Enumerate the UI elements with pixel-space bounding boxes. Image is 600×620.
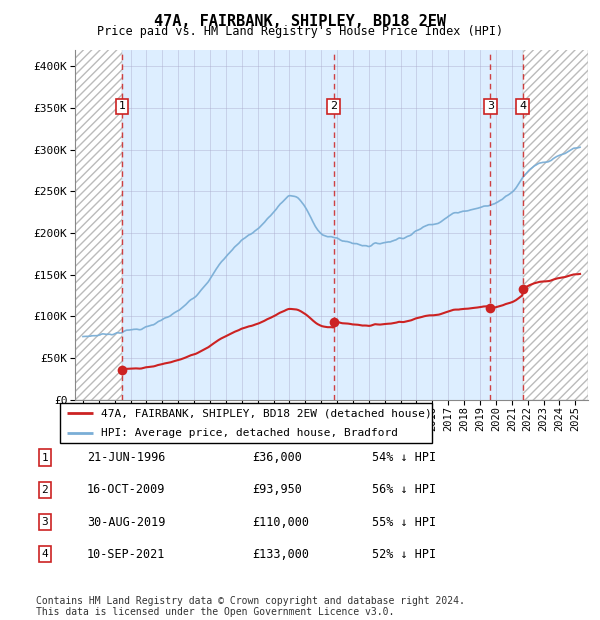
Text: £133,000: £133,000 [252,548,309,560]
Text: 54% ↓ HPI: 54% ↓ HPI [372,451,436,464]
Text: 47A, FAIRBANK, SHIPLEY, BD18 2EW: 47A, FAIRBANK, SHIPLEY, BD18 2EW [154,14,446,29]
Text: £110,000: £110,000 [252,516,309,528]
Text: 56% ↓ HPI: 56% ↓ HPI [372,484,436,496]
Text: This data is licensed under the Open Government Licence v3.0.: This data is licensed under the Open Gov… [36,607,394,617]
Text: 30-AUG-2019: 30-AUG-2019 [87,516,166,528]
Text: 3: 3 [487,101,494,112]
Text: 52% ↓ HPI: 52% ↓ HPI [372,548,436,560]
Text: 10-SEP-2021: 10-SEP-2021 [87,548,166,560]
Text: £93,950: £93,950 [252,484,302,496]
Text: 47A, FAIRBANK, SHIPLEY, BD18 2EW (detached house): 47A, FAIRBANK, SHIPLEY, BD18 2EW (detach… [101,408,431,418]
Text: £36,000: £36,000 [252,451,302,464]
Text: Contains HM Land Registry data © Crown copyright and database right 2024.: Contains HM Land Registry data © Crown c… [36,596,465,606]
Text: 2: 2 [41,485,49,495]
Text: Price paid vs. HM Land Registry's House Price Index (HPI): Price paid vs. HM Land Registry's House … [97,25,503,38]
Text: 55% ↓ HPI: 55% ↓ HPI [372,516,436,528]
Text: 21-JUN-1996: 21-JUN-1996 [87,451,166,464]
Text: 4: 4 [41,549,49,559]
Text: 4: 4 [519,101,526,112]
Text: 1: 1 [41,453,49,463]
Text: 3: 3 [41,517,49,527]
Text: 16-OCT-2009: 16-OCT-2009 [87,484,166,496]
Text: 1: 1 [119,101,125,112]
Text: HPI: Average price, detached house, Bradford: HPI: Average price, detached house, Brad… [101,428,398,438]
Text: 2: 2 [330,101,337,112]
Bar [75,0,122,400]
Bar [523,0,588,400]
